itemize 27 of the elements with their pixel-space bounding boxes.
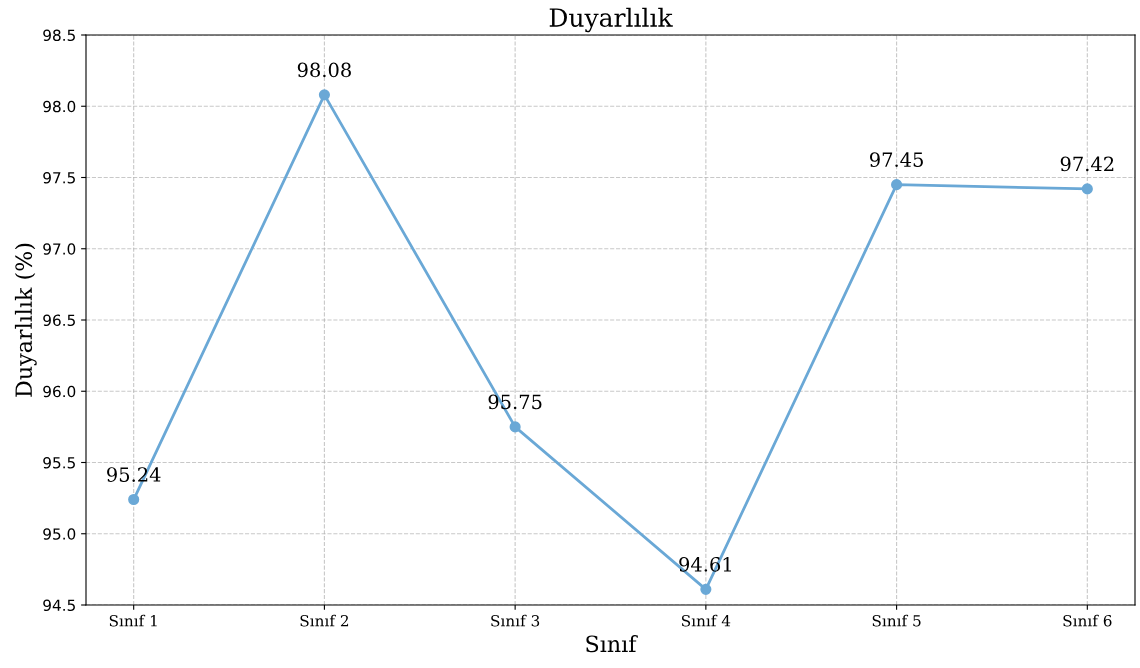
data-label: 97.45: [869, 152, 923, 167]
x-tick-label: Sınıf 6: [1063, 614, 1112, 627]
point: [891, 179, 903, 191]
data-label: 98.08: [297, 62, 351, 78]
x-tick-label: Sınıf 5: [872, 614, 921, 627]
x-tick-label: Sınıf 3: [491, 614, 540, 627]
point: [509, 421, 521, 433]
y-tick-label: 97.0: [43, 243, 76, 255]
point: [128, 493, 140, 506]
y-tick-label: 97.5: [43, 171, 75, 184]
y-tick-label: 96.0: [43, 385, 76, 398]
y-tick-label: 94.5: [43, 599, 75, 612]
chart-title: Duyarlılık: [549, 7, 673, 33]
x-tick-label: Sınıf 1: [109, 614, 157, 627]
y-tick-label: 98.0: [43, 100, 76, 113]
point: [1081, 183, 1093, 195]
y-axis-title: Duyarlılık (%): [14, 243, 37, 397]
x-tick-label: Sınıf 4: [681, 614, 731, 627]
y-tick-label: 96.5: [43, 314, 75, 327]
point: [700, 583, 712, 595]
y-tick-label: 95.5: [43, 456, 75, 469]
data-label: 97.42: [1060, 156, 1114, 172]
y-tick-label: 95.0: [43, 528, 76, 540]
y-tick-label: 98.5: [43, 29, 75, 42]
point: [318, 89, 330, 101]
x-axis-title: Sınıf: [586, 635, 638, 653]
x-tick-label: Sınıf 2: [300, 614, 349, 627]
